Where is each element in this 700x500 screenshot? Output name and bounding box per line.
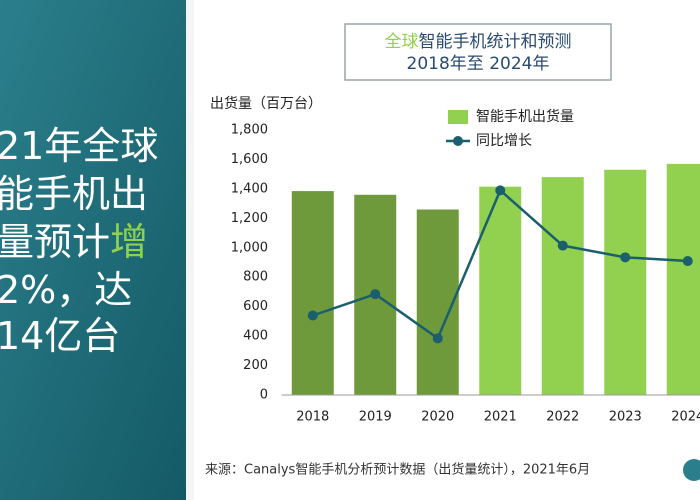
y-axis-label: 出货量（百万台） <box>210 95 322 112</box>
headline-line: 14亿台 <box>0 314 120 358</box>
bar <box>666 163 700 395</box>
chart-title: 全球智能手机统计和预测 <box>385 32 572 52</box>
chart-subtitle: 2018年至 2024年 <box>407 54 550 74</box>
y-tick-label: 200 <box>243 358 268 373</box>
x-tick-label: 2020 <box>421 410 454 425</box>
headline-panel <box>0 0 186 500</box>
point <box>557 240 568 251</box>
y-tick-label: 800 <box>243 270 268 285</box>
point <box>432 333 443 344</box>
y-tick-label: 600 <box>243 299 268 314</box>
legend-label: 智能手机出货量 <box>476 108 574 125</box>
point <box>620 252 631 263</box>
bar <box>479 186 522 395</box>
x-tick-label: 2021 <box>484 410 517 425</box>
x-tick-label: 2022 <box>546 410 579 425</box>
y-tick-label: 1,800 <box>231 123 268 138</box>
point <box>682 256 693 267</box>
x-tick-label: 2023 <box>609 410 642 425</box>
x-tick-label: 2018 <box>296 410 329 425</box>
y-tick-label: 1,200 <box>231 211 268 226</box>
y-tick-label: 1,000 <box>231 240 268 255</box>
logo <box>683 459 700 481</box>
headline-text: 能手机出 <box>0 172 148 216</box>
y-tick-label: 400 <box>243 329 268 344</box>
point <box>370 289 381 300</box>
y-tick-label: 0 <box>260 388 268 403</box>
headline-text: 21年全球 <box>0 124 158 168</box>
legend-swatch <box>453 136 463 146</box>
point <box>495 185 506 196</box>
point <box>307 310 318 321</box>
headline-accent: 增 <box>110 220 148 264</box>
headline-text: 14亿台 <box>0 314 120 358</box>
bar <box>291 191 334 395</box>
title-text: 智能手机统计和预测 <box>419 32 572 52</box>
y-tick-label: 1,400 <box>231 181 268 196</box>
headline-line: 量预计增 <box>0 220 148 264</box>
legend-label: 同比增长 <box>476 133 532 149</box>
y-tick-label: 1,600 <box>231 152 268 167</box>
x-tick-label: 2024 <box>671 410 700 425</box>
bar <box>604 169 647 395</box>
headline-text: 量预计 <box>0 220 110 264</box>
title-box <box>344 23 612 81</box>
headline-line: 能手机出 <box>0 172 148 216</box>
source-note: 来源：Canalys智能手机分析预计数据（出货量统计），2021年6月 <box>205 462 590 478</box>
headline-line: 21年全球 <box>0 124 158 168</box>
legend-swatch <box>448 110 468 124</box>
headline-line: 2%，达 <box>0 268 132 312</box>
x-tick-label: 2019 <box>359 410 392 425</box>
headline: 21年全球 能手机出 量预计增 2%，达 14亿台 <box>0 124 158 358</box>
headline-text: 2%，达 <box>0 268 132 312</box>
bar <box>541 177 584 395</box>
title-accent: 全球 <box>385 32 419 52</box>
